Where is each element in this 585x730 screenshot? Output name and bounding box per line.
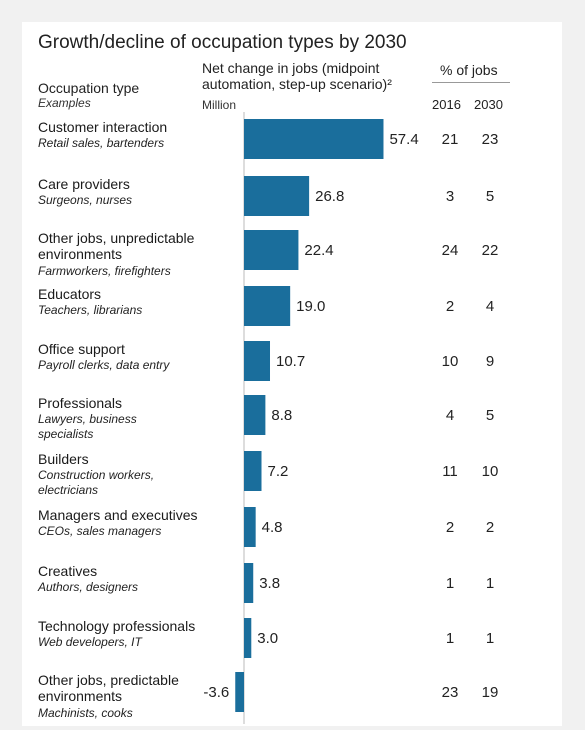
occupation-name: Technology professionals — [38, 618, 196, 634]
value-label: 26.8 — [315, 188, 344, 205]
pct-2016-value: 21 — [441, 131, 459, 148]
pct-2030-value: 4 — [485, 298, 495, 315]
unit-label: Million — [202, 98, 237, 112]
bar-chart-area: 57.4 26.8 22.4 19.0 10.7 8.8 7.2 4.8 3.8 3.0 -3.6 — [203, 112, 419, 724]
value-label: 10.7 — [276, 353, 305, 370]
bar — [244, 230, 299, 270]
pct-2016-value: 2 — [445, 519, 455, 536]
occupation-name: Other jobs, predictable environments — [38, 672, 179, 704]
net-change-header: Net change in jobs (midpoint automation,… — [202, 60, 392, 92]
year-2030-header: 2030 — [474, 97, 503, 112]
occupation-name: Professionals — [38, 395, 123, 411]
value-label: 8.8 — [271, 407, 292, 424]
occupation-examples: Farmworkers, firefighters — [38, 264, 171, 278]
occupation-examples: Machinists, cooks — [38, 706, 133, 720]
occupation-name: Care providers — [38, 176, 130, 192]
bar — [244, 395, 266, 435]
occupation-examples: Payroll clerks, data entry — [38, 358, 170, 372]
pct-2016-value: 23 — [441, 684, 459, 701]
pct-2016-value: 3 — [445, 188, 455, 205]
value-label: -3.6 — [203, 684, 229, 701]
examples-header: Examples — [38, 96, 91, 110]
pct-2030-value: 10 — [481, 463, 499, 480]
value-label: 4.8 — [262, 519, 283, 536]
chart-card: Growth/decline of occupation types by 20… — [22, 22, 562, 726]
pct-2030-value: 5 — [485, 188, 495, 205]
bar — [235, 672, 244, 712]
value-label: 3.8 — [259, 575, 280, 592]
pct-2030-value: 5 — [485, 407, 495, 424]
pct-2030-value: 1 — [485, 630, 495, 647]
value-label: 57.4 — [389, 131, 418, 148]
bar — [244, 341, 271, 381]
occupation-examples: Retail sales, bartenders — [38, 136, 165, 150]
pct-jobs-header: % of jobs — [440, 62, 498, 78]
bar — [244, 119, 384, 159]
value-label: 22.4 — [304, 242, 333, 259]
year-2016-header: 2016 — [432, 97, 461, 112]
occupation-name: Office support — [38, 341, 125, 357]
value-label: 7.2 — [267, 463, 288, 480]
pct-2016-value: 11 — [442, 463, 458, 480]
occupation-name: Customer interaction — [38, 119, 168, 135]
occupation-name: Managers and executives — [38, 507, 198, 523]
pct-header-rule — [432, 82, 510, 83]
pct-2030-value: 19 — [481, 684, 499, 701]
pct-2016-value: 4 — [445, 407, 455, 424]
chart-title: Growth/decline of occupation types by 20… — [38, 32, 407, 53]
pct-2016-value: 24 — [441, 242, 459, 259]
occupation-examples: CEOs, sales managers — [38, 524, 162, 538]
occupation-examples: Teachers, librarians — [38, 303, 143, 317]
bar — [244, 286, 291, 326]
occupation-name: Other jobs, unpredictable environments — [38, 230, 195, 262]
value-label: 19.0 — [296, 298, 325, 315]
pct-2016-value: 1 — [445, 575, 455, 592]
occupation-examples: Surgeons, nurses — [38, 193, 133, 207]
occupation-examples: Web developers, IT — [38, 635, 142, 649]
pct-2030-value: 1 — [485, 575, 495, 592]
pct-2016-value: 1 — [445, 630, 455, 647]
bar — [244, 507, 256, 547]
pct-2016-value: 2 — [445, 298, 455, 315]
occupation-examples: Authors, designers — [38, 580, 139, 594]
bar — [244, 563, 254, 603]
bar — [244, 176, 310, 216]
pct-2030-value: 9 — [485, 353, 495, 370]
occupation-header: Occupation type — [38, 80, 140, 96]
value-label: 3.0 — [257, 630, 278, 647]
occupation-examples: Lawyers, business specialists — [38, 412, 137, 441]
occupation-name: Builders — [38, 451, 89, 467]
pct-2030-value: 2 — [485, 519, 495, 536]
pct-2030-value: 23 — [481, 131, 499, 148]
pct-2016-value: 10 — [441, 353, 459, 370]
bar — [244, 618, 252, 658]
occupation-name: Educators — [38, 286, 102, 302]
occupation-examples: Construction workers, electricians — [38, 468, 155, 497]
bar — [244, 451, 262, 491]
occupation-name: Creatives — [38, 563, 98, 579]
pct-2030-value: 22 — [481, 242, 499, 259]
